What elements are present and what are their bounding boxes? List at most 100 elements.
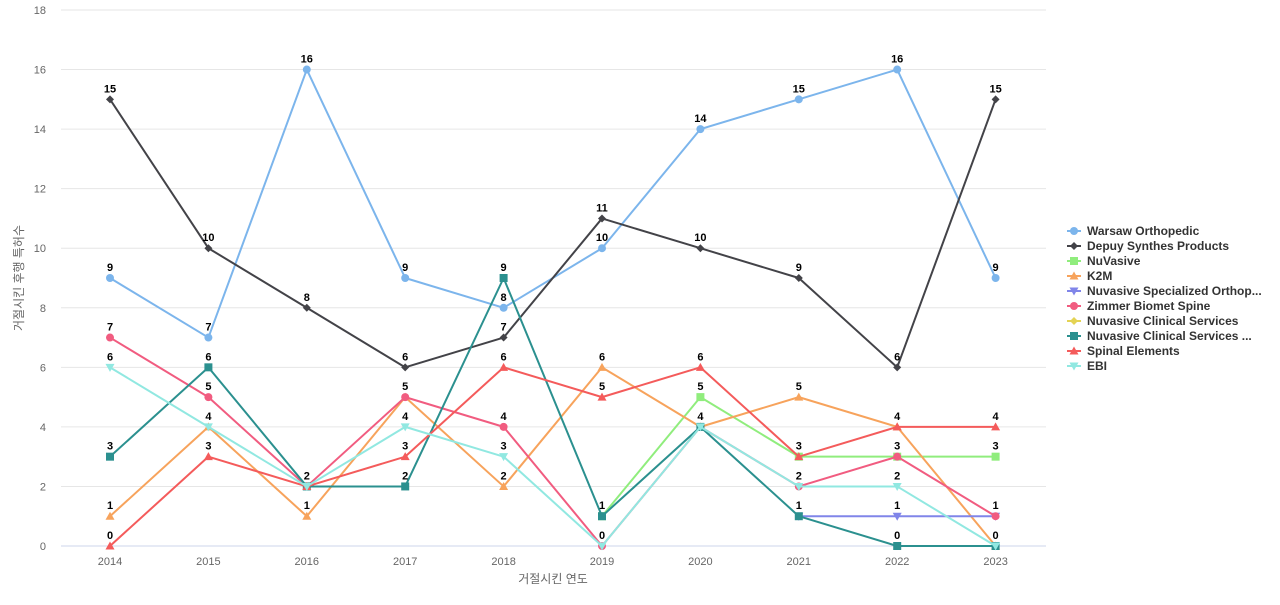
data-point (598, 214, 606, 223)
data-label: 9 (107, 262, 113, 274)
legend-label: EBI (1087, 359, 1107, 373)
legend-item[interactable]: Zimmer Biomet Spine (1067, 299, 1211, 313)
data-label: 0 (107, 530, 113, 542)
data-point (203, 423, 213, 432)
data-label: 6 (107, 351, 113, 363)
data-label: 1 (107, 500, 113, 512)
data-point (893, 363, 902, 372)
legend-label: Nuvasive Clinical Services ... (1087, 329, 1252, 343)
y-tick-label: 6 (40, 362, 46, 374)
data-point (991, 422, 1001, 431)
data-point (893, 542, 902, 550)
legend-symbol (1070, 242, 1078, 250)
data-label: 11 (596, 202, 608, 214)
legend-item[interactable]: Depuy Synthes Products (1067, 239, 1229, 253)
series-5 (106, 333, 1000, 550)
data-label: 4 (402, 411, 409, 423)
data-point (499, 303, 508, 312)
data-point (794, 392, 804, 401)
y-tick-label: 12 (34, 184, 46, 196)
data-label: 7 (205, 322, 211, 334)
data-label: 16 (301, 54, 313, 66)
data-point (597, 542, 607, 551)
data-point (302, 65, 311, 74)
legend-item[interactable]: Nuvasive Clinical Services ... (1067, 329, 1252, 343)
data-label: 7 (501, 322, 507, 334)
legend-label: Warsaw Orthopedic (1087, 224, 1200, 238)
data-label: 6 (697, 351, 703, 363)
series-9 (105, 363, 1001, 551)
data-label: 9 (501, 262, 507, 274)
data-point (401, 363, 410, 372)
y-tick-label: 10 (34, 243, 46, 255)
data-point (400, 423, 410, 432)
series-7 (106, 274, 1000, 550)
y-tick-label: 14 (34, 124, 46, 136)
x-tick-label: 2020 (688, 556, 712, 568)
data-point (499, 422, 508, 431)
data-point (499, 333, 508, 342)
legend-item[interactable]: K2M (1067, 269, 1112, 283)
data-point (106, 452, 114, 461)
data-point (499, 362, 509, 371)
data-label: 0 (993, 530, 999, 542)
data-point (991, 542, 1001, 551)
data-label: 8 (501, 292, 507, 304)
y-tick-label: 8 (40, 303, 46, 315)
data-point (499, 453, 509, 462)
data-point (302, 482, 312, 491)
data-point (892, 422, 902, 431)
data-point (105, 511, 115, 520)
legend-item[interactable]: Nuvasive Clinical Services (1067, 314, 1239, 328)
x-tick-label: 2019 (590, 556, 614, 568)
data-point (106, 274, 114, 282)
x-tick-label: 2021 (787, 556, 811, 568)
legend-item[interactable]: Nuvasive Specialized Orthop... (1067, 284, 1262, 298)
legend-item[interactable]: Spinal Elements (1067, 344, 1180, 358)
y-tick-label: 16 (34, 65, 46, 77)
y-tick-label: 0 (40, 541, 46, 553)
x-tick-label: 2016 (295, 556, 319, 568)
series-line (109, 277, 996, 547)
data-label: 4 (993, 411, 1000, 423)
data-label: 10 (202, 232, 214, 244)
legend-item[interactable]: Warsaw Orthopedic (1067, 224, 1200, 238)
data-point (696, 393, 705, 402)
legend-item[interactable]: NuVasive (1067, 254, 1141, 268)
data-label: 3 (796, 441, 802, 453)
data-label: 5 (796, 381, 802, 393)
data-point (499, 481, 509, 490)
legend-label: Nuvasive Clinical Services (1087, 314, 1239, 328)
gridlines (61, 9, 1046, 547)
data-point (597, 362, 607, 371)
legend-label: K2M (1087, 269, 1112, 283)
data-point (302, 303, 311, 312)
data-label: 4 (501, 411, 508, 423)
x-tick-label: 2023 (983, 556, 1007, 568)
data-point (401, 393, 410, 402)
x-tick-label: 2014 (98, 556, 122, 568)
data-label: 0 (599, 530, 605, 542)
y-tick-label: 2 (40, 481, 46, 493)
data-label: 4 (697, 411, 704, 423)
data-point (893, 452, 902, 461)
data-point (400, 452, 410, 461)
legend-label: Nuvasive Specialized Orthop... (1087, 284, 1262, 298)
data-point (401, 274, 410, 282)
data-label: 3 (107, 441, 113, 453)
data-point (105, 363, 115, 372)
data-point (204, 244, 213, 253)
data-label: 1 (993, 500, 999, 512)
data-label: 1 (796, 500, 802, 512)
legend-symbol (1070, 302, 1078, 310)
series-line (109, 366, 996, 547)
data-point (598, 244, 606, 253)
data-point (204, 393, 213, 402)
legend-symbol (1070, 332, 1078, 340)
legend-item[interactable]: EBI (1067, 359, 1107, 373)
data-label: 10 (596, 232, 608, 244)
data-label: 2 (402, 470, 408, 482)
legend-symbol (1070, 227, 1078, 235)
data-point (696, 125, 705, 134)
